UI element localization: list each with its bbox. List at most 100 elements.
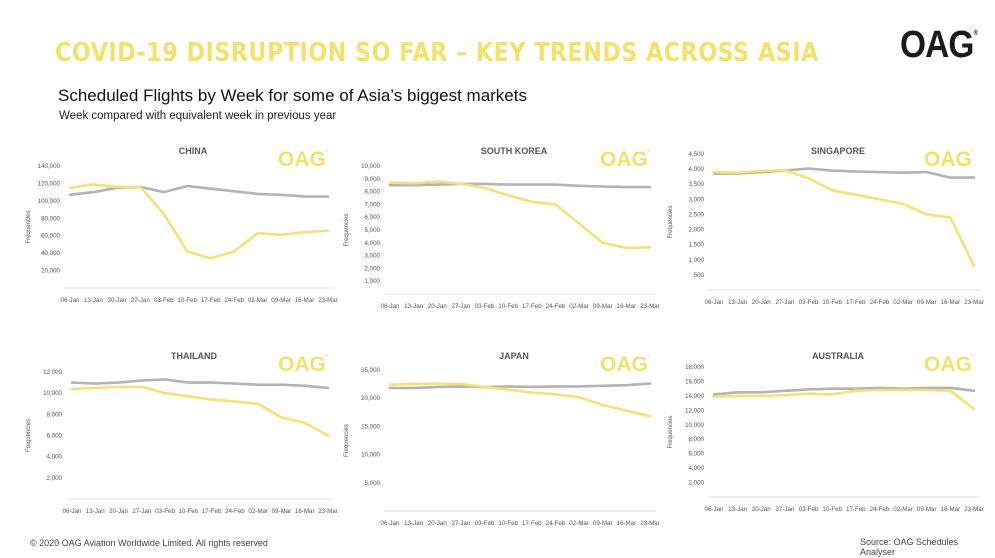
thailand-xtick: 27-Jan (132, 508, 151, 515)
australia-ytick: 2,000 (689, 480, 705, 487)
south-korea-ytick: 10,000 (361, 163, 380, 170)
singapore-oag-logo: OAG (924, 148, 972, 171)
south-korea-ytick: 7,000 (365, 201, 381, 208)
chart-south-korea-svg: SOUTH KOREA OAG ® 1,000 2,000 3,000 4,000 5,000… (344, 146, 660, 310)
japan-xtick: 27-Jan (451, 520, 470, 527)
chart-singapore-svg: SINGAPORE OAG ® 500 1,000 1,500 2,000 2,500 3,00… (668, 146, 984, 306)
thailand-xtick: 17-Feb (202, 508, 222, 515)
china-xtick: 27-Jan (131, 297, 150, 304)
japan-xtick: 23-Mar (640, 520, 660, 527)
south-korea-xtick: 09-Mar (593, 303, 613, 310)
china-xtick: 10-Feb (177, 297, 197, 304)
singapore-ytick: 4,500 (689, 151, 705, 158)
australia-xtick: 24-Feb (870, 506, 890, 513)
japan-xtick: 24-Feb (546, 520, 566, 527)
australia-xtick: 09-Mar (917, 506, 937, 513)
chart-japan: JAPAN OAG ® 5,000 10,000 15,000 20,000 25,000 Fr… (340, 345, 662, 535)
south-korea-oag-logo: OAG (600, 148, 648, 171)
chart-thailand-svg: THAILAND OAG ® 2,000 4,000 6,000 8,000 10,000 12… (26, 351, 338, 515)
south-korea-series-line-0 (388, 182, 652, 189)
chart-china-svg: CHINA OAG ® 20,000 40,000 60,000 80,000 100,000… (26, 146, 338, 304)
singapore-ytick: 3,000 (689, 196, 705, 203)
japan-oag-logo: OAG (600, 353, 648, 376)
thailand-xtick: 16-Mar (295, 508, 315, 515)
south-korea-xtick: 27-Jan (451, 303, 470, 310)
china-xtick: 20-Jan (107, 297, 126, 304)
japan-xtick: 09-Mar (593, 520, 613, 527)
china-ytick: 60,000 (41, 233, 60, 240)
australia-xtick: 20-Jan (752, 506, 771, 513)
australia-series-line-1 (712, 388, 976, 411)
japan-series-line-0 (388, 382, 652, 390)
oag-logo-text: OAG (900, 24, 974, 66)
australia-xtick: 13-Jan (728, 506, 747, 513)
chart-south-korea: SOUTH KOREA OAG ® 1,000 2,000 3,000 4,000 5,000… (340, 140, 662, 330)
thailand-xtick: 03-Feb (155, 508, 175, 515)
south-korea-title: SOUTH KOREA (481, 146, 548, 156)
japan-ytick: 5,000 (365, 480, 381, 487)
copyright-text: © 2020 OAG Aviation Worldwide Limited. A… (30, 538, 268, 548)
singapore-ytick: 3,500 (689, 181, 705, 188)
south-korea-ytick: 8,000 (365, 189, 381, 196)
australia-ytick: 6,000 (689, 451, 705, 458)
australia-series-line-0 (712, 386, 976, 396)
china-ytick: 140,000 (38, 163, 61, 170)
subtitle: Scheduled Flights by Week for some of As… (58, 86, 527, 105)
singapore-title: SINGAPORE (811, 146, 865, 156)
thailand-xtick: 13-Jan (86, 508, 105, 515)
singapore-ytick: 4,000 (689, 166, 705, 173)
singapore-ytick: 1,500 (689, 242, 705, 249)
south-korea-xtick: 16-Mar (617, 303, 637, 310)
subnote: Week compared with equivalent week in pr… (59, 110, 337, 122)
china-ytick: 80,000 (41, 215, 60, 222)
south-korea-ytick: 6,000 (365, 214, 381, 221)
japan-xtick: 02-Mar (569, 520, 589, 527)
australia-ylabel: Frequencies (668, 415, 674, 448)
singapore-xtick: 16-Mar (941, 299, 961, 306)
south-korea-xtick: 23-Mar (640, 303, 660, 310)
thailand-xtick: 02-Mar (248, 508, 268, 515)
singapore-xtick: 03-Feb (799, 299, 819, 306)
thailand-ytick: 10,000 (43, 390, 62, 397)
japan-xtick: 10-Feb (498, 520, 518, 527)
china-xtick: 09-Mar (271, 297, 291, 304)
japan-ytick: 10,000 (361, 452, 380, 459)
japan-xtick: 03-Feb (475, 520, 495, 527)
south-korea-xtick: 03-Feb (475, 303, 495, 310)
australia-xtick: 06-Jan (705, 506, 724, 513)
china-xtick: 24-Feb (224, 297, 244, 304)
south-korea-ylabel: Frequencies (344, 213, 350, 246)
china-oag-logo-reg: ® (325, 148, 328, 153)
china-xtick: 02-Mar (248, 297, 268, 304)
thailand-xtick: 09-Mar (272, 508, 292, 515)
thailand-ytick: 2,000 (47, 475, 63, 482)
singapore-xtick: 27-Jan (775, 299, 794, 306)
thailand-xtick: 06-Jan (63, 508, 82, 515)
australia-xtick: 02-Mar (893, 506, 913, 513)
thailand-oag-logo: OAG (278, 353, 326, 376)
south-korea-oag-logo-reg: ® (647, 148, 650, 153)
thailand-xtick: 24-Feb (225, 508, 245, 515)
south-korea-series-line-1 (388, 180, 652, 250)
australia-ytick: 16,000 (685, 378, 704, 385)
singapore-xtick: 09-Mar (917, 299, 937, 306)
source-text: Source: OAG Schedules Analyser (860, 537, 959, 557)
japan-title: JAPAN (499, 351, 529, 361)
chart-japan-svg: JAPAN OAG ® 5,000 10,000 15,000 20,000 25,000 Fr… (344, 351, 660, 527)
thailand-xtick: 20-Jan (109, 508, 128, 515)
japan-xtick: 20-Jan (428, 520, 447, 527)
singapore-xtick: 13-Jan (728, 299, 747, 306)
japan-series-line-1 (388, 382, 652, 418)
singapore-ytick: 2,000 (689, 227, 705, 234)
australia-ytick: 12,000 (685, 407, 704, 414)
china-ytick: 100,000 (38, 198, 61, 205)
thailand-ytick: 4,000 (47, 454, 63, 461)
china-ytick: 20,000 (41, 268, 60, 275)
singapore-ylabel: Frequencies (668, 205, 674, 238)
chart-singapore: SINGAPORE OAG ® 500 1,000 1,500 2,000 2,500 3,00… (664, 140, 986, 330)
chart-thailand: THAILAND OAG ® 2,000 4,000 6,000 8,000 10,000 12… (22, 345, 340, 535)
singapore-xtick: 10-Feb (822, 299, 842, 306)
china-xtick: 06-Jan (61, 297, 80, 304)
south-korea-ytick: 4,000 (365, 240, 381, 247)
australia-oag-logo: OAG (924, 353, 972, 376)
